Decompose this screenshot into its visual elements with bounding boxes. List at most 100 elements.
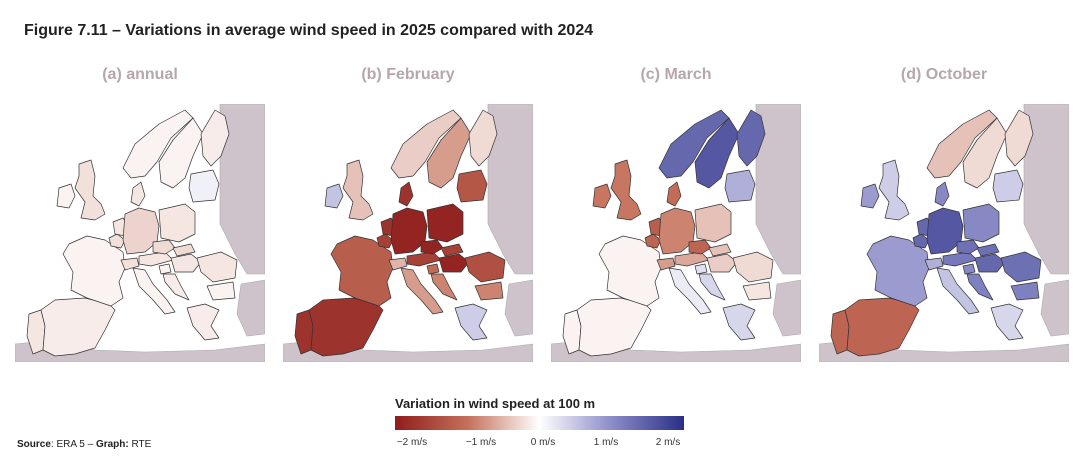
- region-sweden: [426, 117, 472, 189]
- region-slovenia: [962, 263, 976, 275]
- region-switzerland: [924, 257, 944, 271]
- region-bulgaria: [474, 281, 504, 301]
- region-czechia: [420, 239, 444, 255]
- region-slovenia: [158, 263, 172, 275]
- region-spain: [844, 297, 920, 357]
- region-norway: [926, 109, 998, 179]
- region-denmark: [398, 181, 414, 207]
- region-united-kingdom: [878, 159, 910, 221]
- no-data-region: [772, 279, 801, 337]
- map-october: [819, 104, 1069, 362]
- region-greece: [454, 303, 488, 341]
- legend-tick: 1 m/s: [593, 437, 619, 448]
- region-czechia: [956, 239, 980, 255]
- region-denmark: [666, 181, 682, 207]
- region-denmark: [934, 181, 950, 207]
- map-february: [283, 104, 533, 362]
- region-united-kingdom: [610, 159, 642, 221]
- region-slovenia: [426, 263, 440, 275]
- panel-title: (a) annual: [102, 66, 178, 83]
- region-bulgaria: [742, 281, 772, 301]
- no-data-region: [219, 104, 265, 275]
- region-norway: [390, 109, 462, 179]
- region-denmark: [130, 181, 146, 207]
- no-data-region: [1040, 279, 1069, 337]
- region-czechia: [688, 239, 712, 255]
- source-text: : ERA 5 –: [50, 439, 96, 450]
- region-finland: [468, 109, 498, 167]
- region-ireland: [860, 183, 880, 209]
- panel-march: (c) March: [551, 66, 801, 366]
- figure-title: Figure 7.11 – Variations in average wind…: [24, 22, 594, 39]
- map-annual: [15, 104, 265, 362]
- region-poland: [962, 203, 1000, 243]
- region-croatia: [698, 273, 726, 301]
- region-czechia: [152, 239, 176, 255]
- region-france: [866, 235, 930, 307]
- region-poland: [426, 203, 464, 243]
- legend-tick: 0 m/s: [530, 437, 556, 448]
- panel-title: (d) October: [900, 66, 988, 83]
- region-slovakia: [976, 243, 1000, 257]
- region-slovakia: [708, 243, 732, 257]
- no-data-region: [487, 104, 533, 275]
- no-data-region: [236, 279, 265, 337]
- legend-tick: 2 m/s: [655, 437, 681, 448]
- graph-text: RTE: [128, 439, 152, 450]
- no-data-region: [1023, 104, 1069, 275]
- region-finland: [200, 109, 230, 167]
- region-slovenia: [694, 263, 708, 275]
- no-data-region: [504, 279, 533, 337]
- region-italy: [400, 267, 444, 315]
- region-croatia: [430, 273, 458, 301]
- region-italy: [668, 267, 712, 315]
- region-belgium: [376, 233, 394, 249]
- region-belgium: [644, 233, 662, 249]
- region-switzerland: [656, 257, 676, 271]
- region-bulgaria: [1010, 281, 1040, 301]
- region-romania: [464, 251, 506, 283]
- region-romania: [1000, 251, 1042, 283]
- region-spain: [576, 297, 652, 357]
- region-france: [598, 235, 662, 307]
- region-spain: [308, 297, 384, 357]
- panel-annual: (a) annual: [15, 66, 265, 366]
- region-finland: [1004, 109, 1034, 167]
- region-baltics: [456, 169, 488, 203]
- region-hungary: [170, 253, 202, 273]
- region-sweden: [694, 117, 740, 189]
- region-hungary: [438, 253, 470, 273]
- legend-tick: −1 m/s: [465, 437, 497, 448]
- region-slovakia: [440, 243, 464, 257]
- region-switzerland: [388, 257, 408, 271]
- region-greece: [990, 303, 1024, 341]
- region-bulgaria: [206, 281, 236, 301]
- panel-october: (d) October: [819, 66, 1069, 366]
- region-belgium: [108, 233, 126, 249]
- region-belgium: [912, 233, 930, 249]
- panel-title: (b) February: [361, 66, 455, 83]
- region-switzerland: [120, 257, 140, 271]
- region-greece: [722, 303, 756, 341]
- region-hungary: [974, 253, 1006, 273]
- region-croatia: [162, 273, 190, 301]
- region-italy: [936, 267, 980, 315]
- panel-february: (b) February: [283, 66, 533, 366]
- region-poland: [694, 203, 732, 243]
- map-march: [551, 104, 801, 362]
- region-baltics: [188, 169, 220, 203]
- region-baltics: [992, 169, 1024, 203]
- region-italy: [132, 267, 176, 315]
- region-finland: [736, 109, 766, 167]
- region-sweden: [158, 117, 204, 189]
- region-united-kingdom: [74, 159, 106, 221]
- legend-colorbar: [395, 416, 684, 430]
- region-romania: [732, 251, 774, 283]
- region-slovakia: [172, 243, 196, 257]
- region-norway: [122, 109, 194, 179]
- region-greece: [186, 303, 220, 341]
- region-poland: [158, 203, 196, 243]
- region-france: [62, 235, 126, 307]
- source-note: Source: ERA 5 – Graph: RTE: [17, 439, 151, 450]
- region-ireland: [592, 183, 612, 209]
